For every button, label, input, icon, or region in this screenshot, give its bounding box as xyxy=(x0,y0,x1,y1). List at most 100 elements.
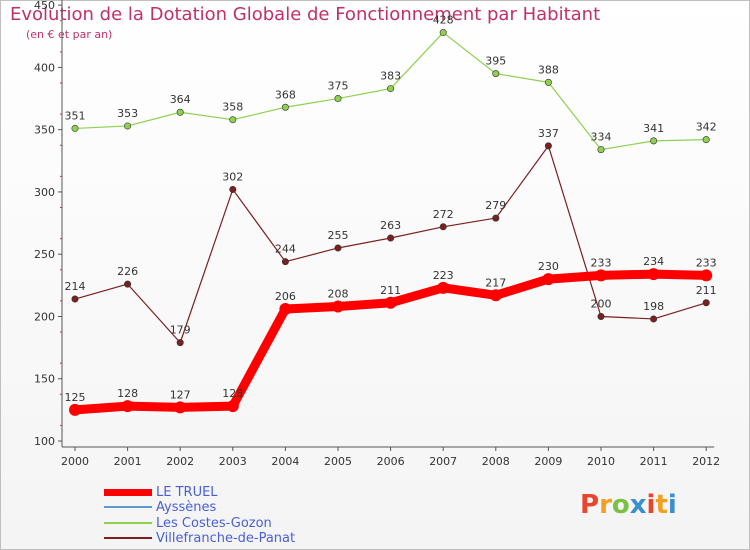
x-tick-label: 2000 xyxy=(61,455,89,468)
x-tick-label: 2006 xyxy=(377,455,405,468)
data-label-le-truel: 127 xyxy=(170,388,191,401)
x-tick-label: 2001 xyxy=(114,455,142,468)
data-point-villefranche-de-panat xyxy=(334,244,342,252)
data-point-villefranche-de-panat xyxy=(71,295,79,303)
x-tick-label: 2003 xyxy=(219,455,247,468)
y-tick-label: 150 xyxy=(34,373,55,386)
data-point-les-costes-gozon xyxy=(597,146,605,154)
line-chart: 1001502002503003504004505005506006507007… xyxy=(34,0,720,468)
legend-item-villefranche-de-panat[interactable]: Villefranche-de-Panat xyxy=(104,530,295,546)
data-label-villefranche-de-panat: 211 xyxy=(696,284,717,297)
y-tick-label: 100 xyxy=(34,435,55,448)
data-point-les-costes-gozon xyxy=(387,85,395,93)
data-label-le-truel: 211 xyxy=(380,284,401,297)
legend-item-le-truel[interactable]: LE TRUEL xyxy=(104,484,218,500)
x-tick-label: 2002 xyxy=(166,455,194,468)
data-point-les-costes-gozon xyxy=(650,137,658,145)
data-point-le-truel xyxy=(174,401,187,414)
data-label-le-truel: 217 xyxy=(485,276,506,289)
data-label-les-costes-gozon: 334 xyxy=(591,131,612,144)
logo-letter: P xyxy=(580,490,600,520)
data-point-villefranche-de-panat xyxy=(702,299,710,307)
series-line-villefranche-de-panat xyxy=(74,145,707,344)
data-label-villefranche-de-panat: 272 xyxy=(433,208,454,221)
x-tick-label: 2008 xyxy=(482,455,510,468)
data-label-les-costes-gozon: 375 xyxy=(328,80,349,93)
data-label-villefranche-de-panat: 179 xyxy=(170,324,191,337)
x-tick-label: 2004 xyxy=(271,455,299,468)
x-tick-label: 2010 xyxy=(587,455,615,468)
data-label-villefranche-de-panat: 263 xyxy=(380,219,401,232)
data-label-le-truel: 128 xyxy=(117,387,138,400)
y-tick-label: 300 xyxy=(34,186,55,199)
data-label-les-costes-gozon: 351 xyxy=(65,109,86,122)
legend-label: Les Costes-Gozon xyxy=(156,515,272,531)
data-point-les-costes-gozon xyxy=(281,103,289,111)
data-label-le-truel: 233 xyxy=(591,256,612,269)
data-label-le-truel: 233 xyxy=(696,256,717,269)
x-tick-label: 2007 xyxy=(429,455,457,468)
data-label-le-truel: 234 xyxy=(643,255,664,268)
data-point-les-costes-gozon xyxy=(229,116,237,124)
data-point-le-truel xyxy=(595,269,607,282)
data-point-le-truel xyxy=(437,281,450,294)
data-label-villefranche-de-panat: 214 xyxy=(65,280,86,293)
data-label-le-truel: 125 xyxy=(65,391,86,404)
legend-label: LE TRUEL xyxy=(156,484,218,500)
data-point-les-costes-gozon xyxy=(71,124,79,132)
y-tick-label: 450 xyxy=(34,0,55,12)
data-label-les-costes-gozon: 428 xyxy=(433,14,454,27)
data-label-villefranche-de-panat: 337 xyxy=(538,127,559,140)
data-point-villefranche-de-panat xyxy=(650,315,658,323)
chart-title: Evolution de la Dotation Globale de Fonc… xyxy=(10,4,601,25)
data-label-le-truel: 206 xyxy=(275,290,296,303)
data-label-les-costes-gozon: 395 xyxy=(485,55,506,68)
logo-letter: i xyxy=(646,490,656,520)
data-point-les-costes-gozon xyxy=(492,70,500,78)
y-tick-label: 200 xyxy=(34,310,55,323)
data-label-le-truel: 230 xyxy=(538,260,559,273)
logo-letter: t xyxy=(655,490,668,520)
legend-swatch-le-truel xyxy=(104,488,152,496)
data-point-le-truel xyxy=(121,400,134,413)
data-point-les-costes-gozon xyxy=(176,108,184,116)
data-label-les-costes-gozon: 364 xyxy=(170,93,191,106)
data-point-villefranche-de-panat xyxy=(439,223,447,231)
data-point-le-truel xyxy=(647,268,660,281)
data-label-villefranche-de-panat: 302 xyxy=(222,170,243,183)
legend-item-ayssenes[interactable]: Ayssènes xyxy=(104,499,216,515)
legend-item-les-costes-gozon[interactable]: Les Costes-Gozon xyxy=(104,515,272,531)
data-point-le-truel xyxy=(226,400,239,413)
data-label-les-costes-gozon: 368 xyxy=(275,88,296,101)
data-label-les-costes-gozon: 353 xyxy=(117,107,138,120)
data-label-le-truel: 208 xyxy=(328,288,349,301)
data-label-les-costes-gozon: 383 xyxy=(380,70,401,83)
x-tick-label: 2009 xyxy=(534,455,562,468)
legend-label: Villefranche-de-Panat xyxy=(156,530,296,546)
data-label-villefranche-de-panat: 244 xyxy=(275,243,296,256)
data-point-villefranche-de-panat xyxy=(544,142,552,150)
legend-swatch-les-costes-gozon xyxy=(104,522,152,524)
data-label-le-truel: 223 xyxy=(433,269,454,282)
data-point-les-costes-gozon xyxy=(334,95,342,103)
data-point-le-truel xyxy=(69,403,81,416)
logo-letter: r xyxy=(599,490,612,520)
data-point-villefranche-de-panat xyxy=(124,280,132,288)
legend-swatch-ayssenes xyxy=(104,506,152,508)
data-point-les-costes-gozon xyxy=(702,136,710,144)
data-point-villefranche-de-panat xyxy=(597,312,605,320)
data-point-villefranche-de-panat xyxy=(387,234,395,242)
x-tick-label: 2012 xyxy=(692,455,720,468)
data-point-le-truel xyxy=(489,289,502,302)
data-label-villefranche-de-panat: 279 xyxy=(485,199,506,212)
data-point-le-truel xyxy=(279,302,292,315)
legend-swatch-villefranche-de-panat xyxy=(104,537,152,539)
data-point-le-truel xyxy=(384,296,397,309)
data-label-le-truel: 128 xyxy=(222,387,243,400)
y-tick-label: 250 xyxy=(34,248,55,261)
data-point-villefranche-de-panat xyxy=(229,185,237,193)
data-label-les-costes-gozon: 341 xyxy=(643,122,664,135)
data-label-villefranche-de-panat: 200 xyxy=(591,297,612,310)
data-point-villefranche-de-panat xyxy=(176,339,184,347)
data-point-les-costes-gozon xyxy=(124,122,132,130)
